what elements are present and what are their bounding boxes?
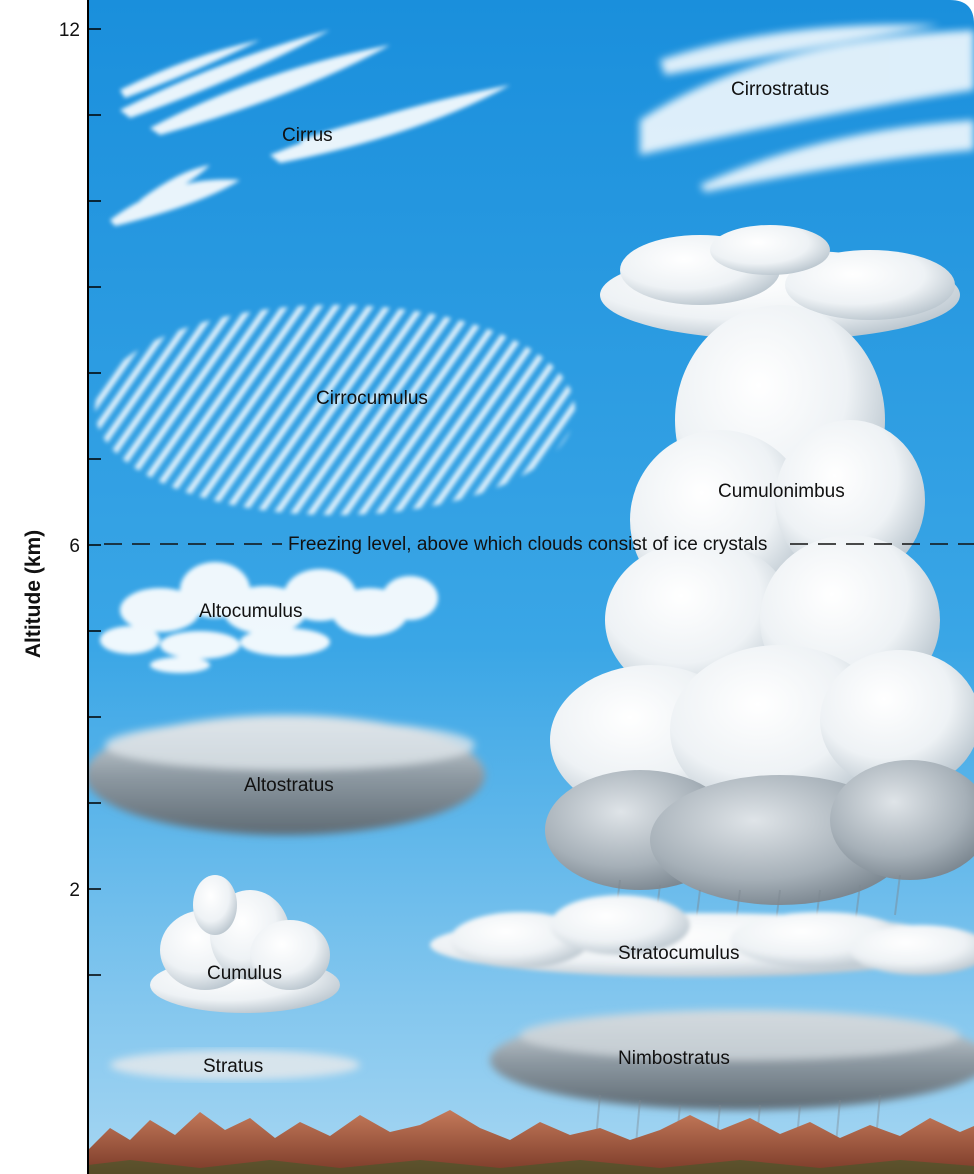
cirrostratus-cloud bbox=[640, 24, 974, 192]
stratocumulus-cloud bbox=[430, 895, 974, 977]
cumulonimbus-cloud bbox=[545, 225, 974, 931]
cumulus-cloud bbox=[150, 875, 340, 1013]
altitude-tick-label: 2 bbox=[69, 880, 80, 901]
cumulus-label: Cumulus bbox=[207, 963, 282, 984]
stratus-cloud bbox=[110, 1050, 360, 1080]
cirrus-cloud bbox=[110, 30, 510, 226]
freezing-level-label: Freezing level, above which clouds consi… bbox=[288, 534, 767, 555]
stratocumulus-label: Stratocumulus bbox=[618, 943, 739, 964]
cirrostratus-label: Cirrostratus bbox=[731, 79, 829, 100]
cirrocumulus-label: Cirrocumulus bbox=[316, 388, 428, 409]
cirrus-label: Cirrus bbox=[282, 125, 333, 146]
stratus-label: Stratus bbox=[203, 1056, 263, 1077]
nimbostratus-label: Nimbostratus bbox=[618, 1048, 730, 1069]
altitude-ticks: 12 6 2 bbox=[59, 20, 101, 976]
altitude-tick-label: 12 bbox=[59, 20, 80, 41]
altocumulus-label: Altocumulus bbox=[199, 601, 303, 622]
altostratus-label: Altostratus bbox=[244, 775, 334, 796]
mountain-range bbox=[88, 1110, 974, 1174]
freezing-level: Freezing level, above which clouds consi… bbox=[104, 534, 974, 555]
nimbostratus-cloud bbox=[490, 1010, 974, 1161]
altostratus-cloud bbox=[88, 715, 485, 835]
altitude-tick-label: 6 bbox=[69, 536, 80, 557]
cirrocumulus-cloud bbox=[95, 305, 575, 515]
altocumulus-cloud bbox=[100, 562, 438, 673]
mountain-foliage bbox=[88, 1160, 974, 1174]
cumulonimbus-label: Cumulonimbus bbox=[718, 481, 845, 502]
